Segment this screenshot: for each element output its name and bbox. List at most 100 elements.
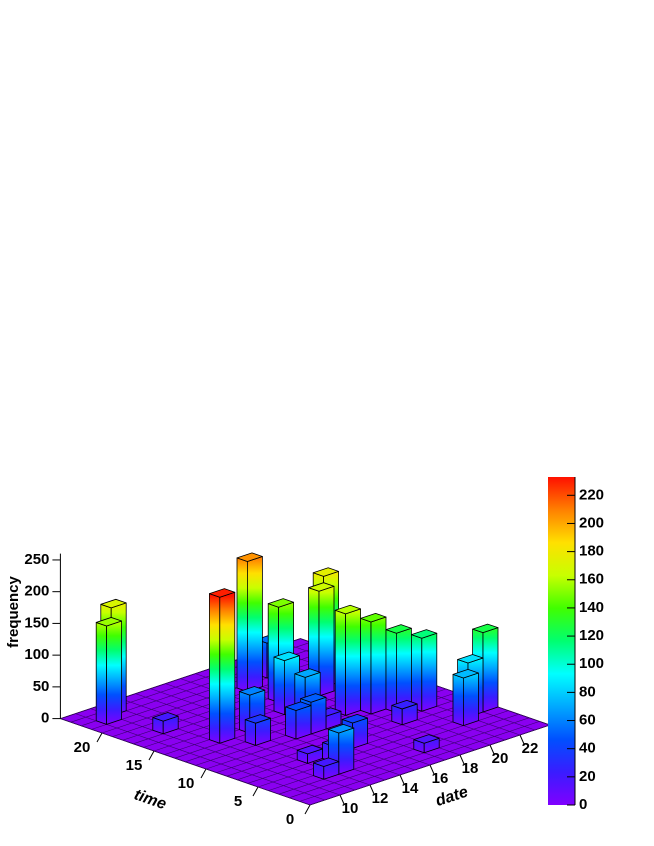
bar-top [413, 734, 440, 744]
bar-top [341, 714, 369, 724]
colorbar-tick-label: 180 [579, 543, 604, 560]
bar-left-face [360, 617, 372, 715]
bar-top [285, 701, 312, 711]
bar-right-face [246, 556, 263, 692]
colorbar [548, 477, 575, 805]
y-axis-title: time [132, 786, 169, 813]
bar-left-face [410, 634, 423, 712]
bar-top [208, 588, 236, 598]
bar-top [244, 714, 272, 724]
x-tick-label: 12 [372, 790, 389, 807]
colorbar-tick-label: 220 [579, 486, 604, 503]
bar-top [334, 604, 362, 615]
bar-right-face [482, 627, 499, 713]
bar-right-face [370, 616, 387, 715]
bar-top [457, 654, 484, 664]
bar-top [327, 723, 355, 734]
x-tick [369, 784, 375, 795]
x-tick-label: 10 [342, 800, 359, 817]
x-tick-label: 14 [402, 780, 419, 797]
bar-top [296, 744, 324, 755]
colorbar-tick-label: 160 [579, 571, 604, 588]
z-tick-label: 50 [33, 678, 50, 695]
bar [236, 552, 263, 692]
z-tick-label: 250 [24, 551, 49, 568]
bar-right-face [338, 727, 355, 775]
bar-left-face [236, 557, 248, 692]
y-tick [252, 786, 259, 797]
colorbar-tick-label: 80 [579, 683, 596, 700]
bar [410, 629, 438, 712]
bar [308, 582, 335, 697]
z-tick-label: 200 [24, 583, 49, 600]
bar-right-face [295, 705, 312, 740]
bar-left-face [208, 593, 221, 744]
colorbar-tick-label: 20 [579, 768, 596, 785]
bar-top [95, 617, 122, 627]
z-axis-title: frequency [5, 576, 22, 648]
colorbar-tick-label: 40 [579, 740, 596, 757]
y-tick [304, 804, 311, 815]
bar-top [308, 582, 335, 592]
bar [244, 714, 272, 746]
bar [273, 651, 300, 715]
bar-top [273, 651, 300, 662]
bar-right-face [421, 632, 438, 712]
bar-right-face [462, 672, 479, 726]
x-tick [489, 744, 495, 755]
bar-top [391, 699, 418, 710]
colorbar-tick-label: 60 [579, 712, 596, 729]
bar [360, 612, 387, 715]
x-tick [459, 754, 465, 765]
bar-left-face [334, 609, 347, 716]
bar [452, 669, 479, 726]
bar [312, 757, 340, 780]
floor-grid [289, 717, 530, 799]
x-tick-label: 18 [462, 760, 479, 777]
x-tick-label: 22 [522, 740, 539, 757]
x-tick [429, 764, 435, 775]
bar-top [472, 623, 499, 634]
y-tick [148, 750, 155, 761]
x-tick [519, 734, 525, 745]
bar-left-face [244, 719, 257, 746]
y-tick-label: 20 [74, 739, 91, 756]
bar [208, 588, 236, 744]
bar-top [236, 552, 263, 562]
bar-top [267, 598, 295, 608]
x-tick-label: 16 [432, 770, 449, 787]
bar-top [152, 712, 179, 722]
bar-top [300, 693, 327, 703]
bar-top [312, 567, 340, 577]
bar-top [410, 629, 438, 639]
x-tick [399, 774, 405, 785]
bar-top [238, 686, 266, 696]
bar [152, 712, 179, 735]
x-tick [339, 794, 345, 805]
floor-grid [299, 721, 540, 802]
x-tick-label: 20 [492, 750, 509, 767]
y-tick-label: 5 [234, 793, 242, 810]
bar-right-face [310, 696, 327, 735]
bar-right-face [318, 585, 335, 697]
z-tick-label: 0 [41, 710, 49, 727]
floor-grid [278, 713, 519, 795]
bar-right-face [106, 620, 122, 725]
y-tick [96, 732, 103, 743]
bar-top [294, 668, 321, 678]
y-tick-label: 15 [126, 757, 143, 774]
bar-top [312, 757, 340, 767]
z-tick-label: 100 [24, 646, 49, 663]
colorbar-tick-label: 120 [579, 627, 604, 644]
x-axis-title: date [434, 784, 471, 810]
bar [391, 699, 418, 726]
bar-left-face [285, 706, 297, 740]
bar-right-face [395, 627, 412, 713]
bar [95, 617, 122, 725]
bar [296, 744, 324, 764]
y-tick-label: 0 [286, 811, 294, 828]
colorbar-tick-label: 200 [579, 514, 604, 531]
bar-left-face [452, 674, 464, 726]
bar-right-face [345, 608, 362, 716]
